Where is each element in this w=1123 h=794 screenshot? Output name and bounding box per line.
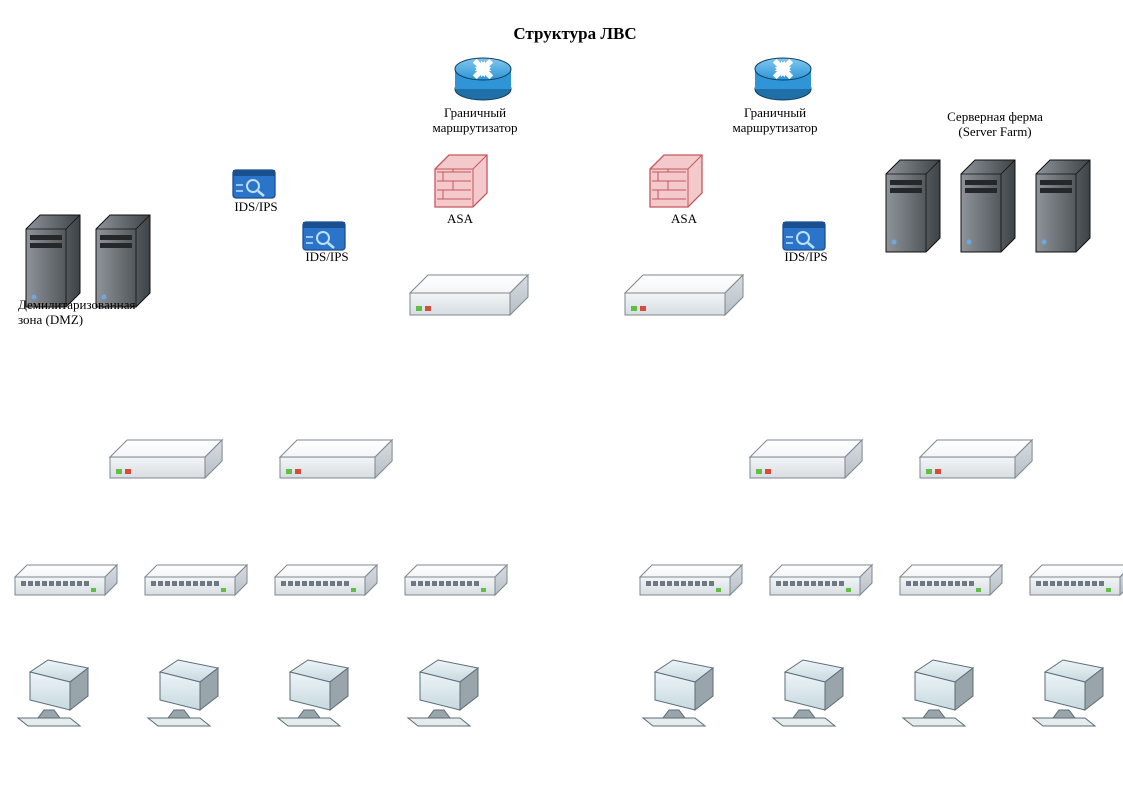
link (821, 478, 976, 565)
link (1069, 595, 1081, 660)
pc-icon (278, 660, 348, 726)
label: ASA (654, 212, 714, 227)
pc-icon (773, 660, 843, 726)
link (166, 315, 469, 440)
label: IDS/IPS (221, 200, 291, 215)
label: Структура ЛВС (450, 24, 700, 44)
firewall-icon (435, 155, 487, 207)
link (469, 315, 976, 440)
pc-icon (148, 660, 218, 726)
link (806, 478, 951, 565)
switch-icon (920, 440, 1032, 478)
firewall-icon (650, 155, 702, 207)
switch-icon (110, 440, 222, 478)
link (806, 478, 821, 565)
access-switch-icon (770, 565, 872, 595)
label: IDS/IPS (771, 250, 841, 265)
access-switch-icon (145, 565, 247, 595)
server-icon (886, 160, 940, 252)
link (976, 478, 1081, 565)
label: Граничный маршрутизатор (400, 106, 550, 136)
link (684, 315, 976, 440)
label: Демилитаризованная зона (DMZ) (18, 298, 208, 328)
server-icon (26, 215, 80, 307)
diagram-canvas: Структура ЛВС ASA ASA Граничный маршрутизат… (0, 0, 1123, 794)
pc-icon (903, 660, 973, 726)
access-switch-icon (15, 565, 117, 595)
link (166, 315, 684, 440)
link (809, 595, 821, 660)
link (314, 595, 326, 660)
server-icon (1036, 160, 1090, 252)
link (444, 595, 456, 660)
link (326, 478, 336, 565)
nodes-layer (15, 56, 1123, 726)
router-icon (755, 56, 811, 100)
link (336, 478, 456, 565)
ids-icon (783, 222, 825, 250)
link (679, 595, 691, 660)
switch-icon (750, 440, 862, 478)
link (691, 478, 976, 565)
link (166, 478, 456, 565)
link (196, 478, 336, 565)
server-icon (961, 160, 1015, 252)
link (54, 595, 66, 660)
pc-icon (1033, 660, 1103, 726)
link (336, 315, 469, 440)
link (939, 595, 951, 660)
label: Серверная ферма (Server Farm) (900, 110, 1090, 140)
pc-icon (18, 660, 88, 726)
link (66, 478, 166, 565)
access-switch-icon (900, 565, 1002, 595)
link (184, 595, 196, 660)
link (806, 478, 1081, 565)
access-switch-icon (405, 565, 507, 595)
label: IDS/IPS (292, 250, 362, 265)
router-icon (455, 56, 511, 100)
link (166, 478, 326, 565)
link (336, 315, 684, 440)
label: Граничный маршрутизатор (700, 106, 850, 136)
link (166, 478, 196, 565)
link (951, 478, 976, 565)
link (66, 478, 336, 565)
pc-icon (408, 660, 478, 726)
switch-icon (625, 275, 743, 315)
ids-icon (233, 170, 275, 198)
link (469, 315, 806, 440)
access-switch-icon (275, 565, 377, 595)
access-switch-icon (1030, 565, 1123, 595)
switch-icon (410, 275, 528, 315)
ids-icon (303, 222, 345, 250)
server-icon (96, 215, 150, 307)
link (684, 315, 806, 440)
switch-icon (280, 440, 392, 478)
pc-icon (643, 660, 713, 726)
access-switch-icon (640, 565, 742, 595)
label: ASA (430, 212, 490, 227)
link (691, 478, 806, 565)
